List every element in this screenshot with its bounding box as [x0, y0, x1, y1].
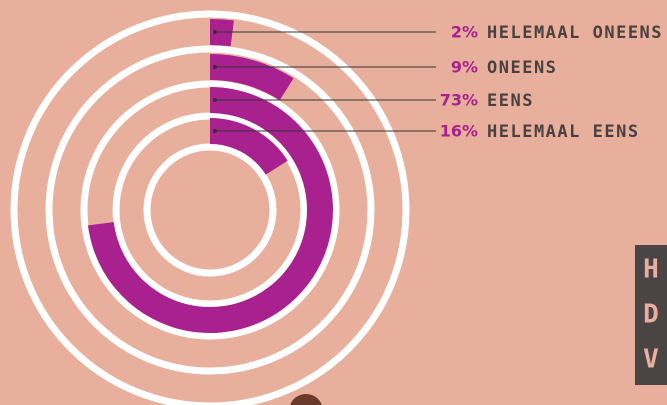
- logo-box: [635, 245, 667, 385]
- value-label: 2%: [451, 23, 478, 42]
- category-label: EENS: [487, 91, 534, 111]
- radial-bar: [210, 19, 234, 47]
- value-label: 73%: [440, 91, 478, 110]
- logo-letter: H: [643, 255, 659, 285]
- category-label: ONEENS: [487, 58, 557, 78]
- radial-bar: [210, 54, 294, 101]
- leader-dot: [213, 65, 217, 69]
- category-label: HELEMAAL ONEENS: [487, 23, 663, 43]
- value-label: 9%: [451, 58, 478, 77]
- radial-bar: [210, 118, 288, 175]
- decoration: [290, 394, 322, 405]
- ring: [143, 143, 277, 277]
- ring: [80, 80, 340, 340]
- leader-dot: [213, 30, 217, 34]
- logo-letter: V: [643, 345, 659, 375]
- ring: [112, 112, 308, 308]
- category-label: HELEMAAL EENS: [487, 122, 640, 142]
- leader-dot: [213, 129, 217, 133]
- leader-dot: [213, 98, 217, 102]
- ring: [10, 10, 410, 405]
- ring: [45, 45, 375, 375]
- value-label: 16%: [440, 122, 478, 141]
- logo-letter: D: [643, 300, 659, 330]
